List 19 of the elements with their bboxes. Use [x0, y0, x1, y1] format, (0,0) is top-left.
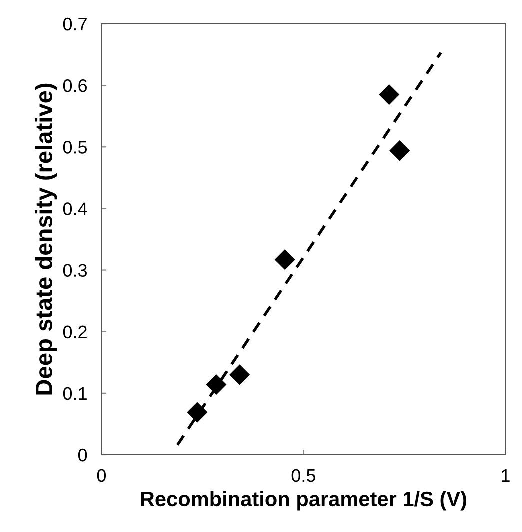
y-tick-label: 0.1	[63, 387, 87, 400]
x-tick-label: 0.5	[292, 469, 316, 482]
y-tick-label: 0.6	[63, 80, 88, 92]
x-axis-title: Recombination parameter 1/S (V)	[141, 491, 466, 511]
point	[274, 250, 296, 270]
point	[187, 402, 208, 423]
point	[379, 84, 400, 106]
y-tick-label: 0	[78, 448, 88, 462]
y-tick-label: 0.2	[63, 326, 87, 339]
y-tick-label: 0.3	[63, 264, 88, 278]
point	[230, 364, 250, 386]
point	[390, 140, 410, 162]
y-tick-label: 0.5	[63, 141, 88, 154]
y-tick-label: 0.7	[63, 18, 87, 31]
point	[206, 374, 227, 396]
y-tick-label: 0.4	[63, 202, 88, 216]
x-tick-label: 1	[502, 470, 510, 482]
x-tick-label: 0	[97, 469, 106, 482]
y-axis-title: Deep state density (relative)	[35, 84, 58, 395]
